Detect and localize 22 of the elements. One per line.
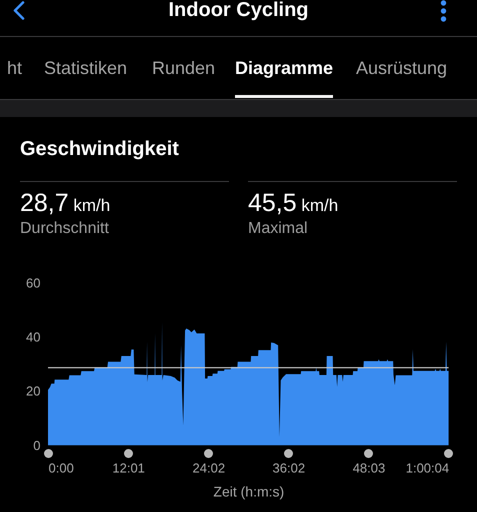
x-tick-label: 48:03 xyxy=(352,460,386,475)
text: Maximal xyxy=(248,219,308,239)
text: ht xyxy=(7,57,22,79)
y-tick-label: 60 xyxy=(26,275,40,290)
y-tick-label: 40 xyxy=(26,329,40,344)
y-tick-label: 20 xyxy=(26,383,40,398)
x-tick-label: 1:00:04 xyxy=(406,460,450,475)
text: Ausrüstung xyxy=(356,57,448,79)
text: Runden xyxy=(152,57,216,79)
x-tick-label: 12:01 xyxy=(112,460,145,475)
text: Statistiken xyxy=(44,57,128,79)
text: 28,7 km/h xyxy=(20,189,110,217)
text: Durchschnitt xyxy=(20,219,109,239)
chart-title: Indoor Cycling xyxy=(168,0,308,22)
y-tick-label: 0 xyxy=(33,437,40,452)
x-tick-label: 36:02 xyxy=(272,460,306,475)
text: 45,5 km/h xyxy=(248,189,338,217)
x-tick-label: 0:00 xyxy=(48,460,74,475)
x-tick-label: 24:02 xyxy=(192,460,226,475)
x-axis-title: Zeit (h:m:s) xyxy=(213,482,284,499)
chart-subtitle: Geschwindigkeit xyxy=(20,137,179,161)
text: Diagramme xyxy=(235,57,334,79)
